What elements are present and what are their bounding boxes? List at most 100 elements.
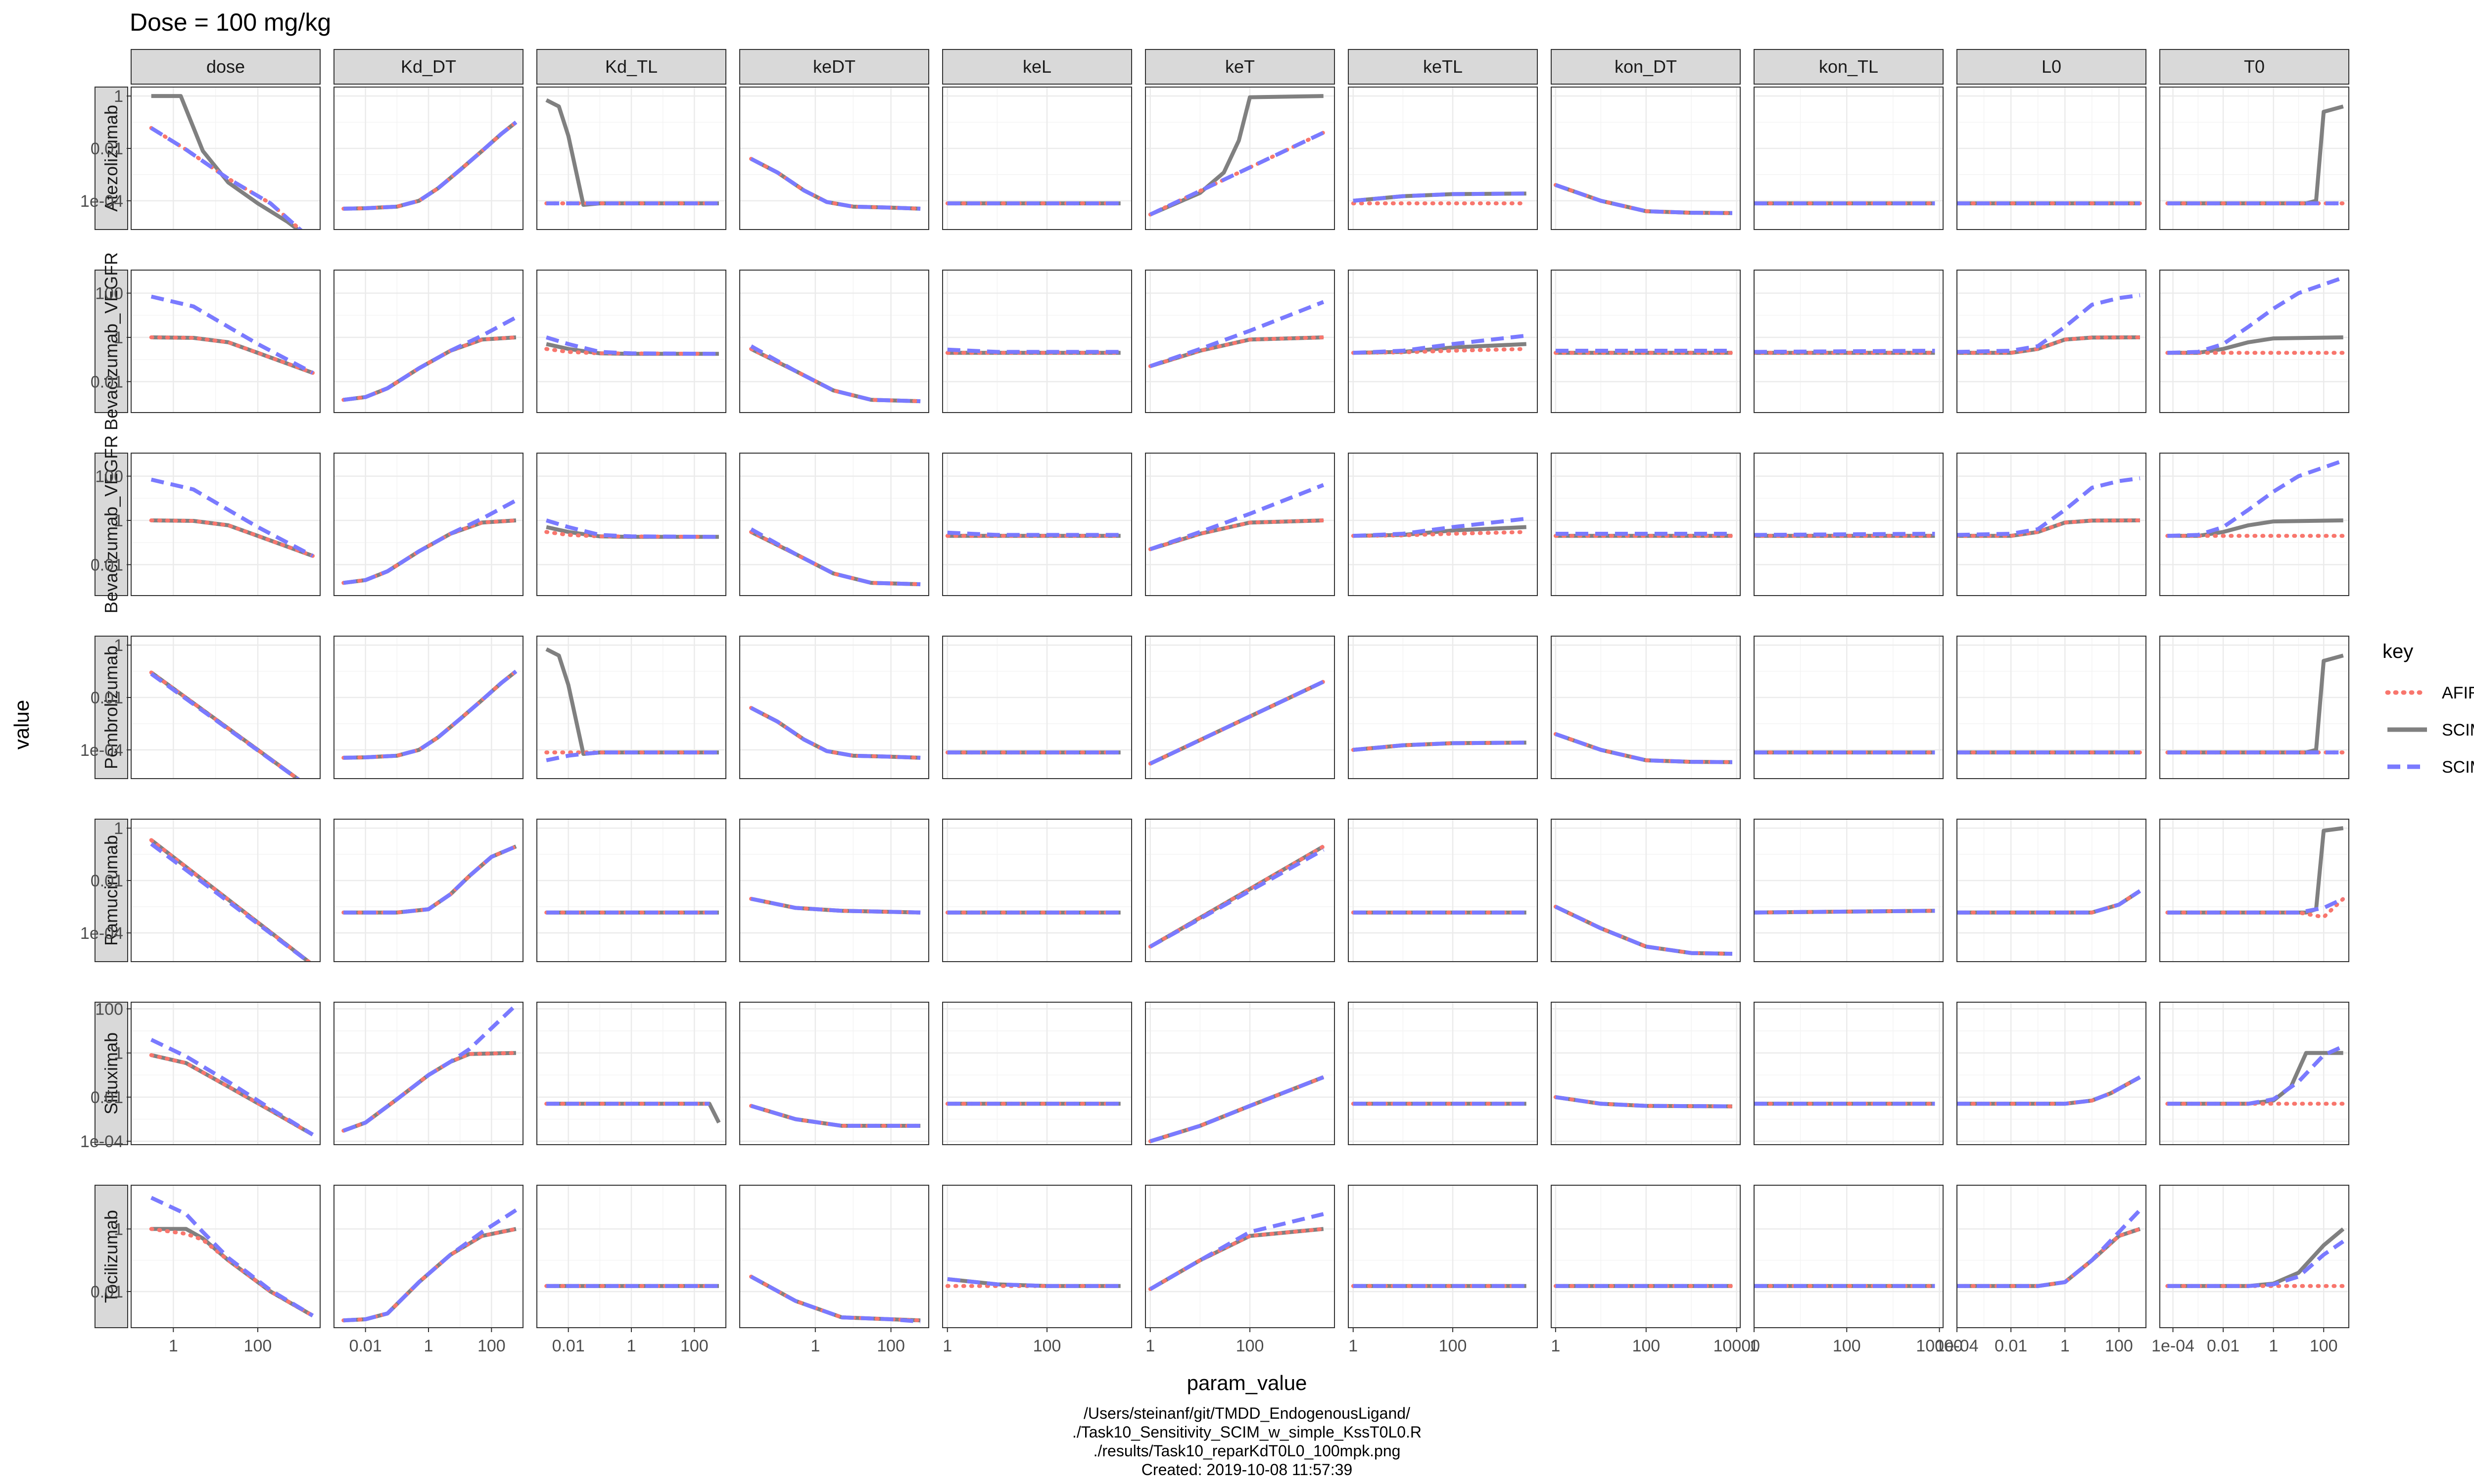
legend-item-scim-thy: SCIM_thy [2387,758,2474,777]
panel-lines [1754,532,1937,538]
facet-panel-ramucirumab-t0 [2159,819,2349,962]
y-tick-label: 0.01 [91,372,123,391]
series-line-scim-thy [1149,131,1325,217]
x-tick-label: 1 [169,1337,178,1355]
panel-lines [341,1208,518,1323]
series-line-scim-thy [2167,1240,2344,1288]
facet-panel-bevacizumab-vegfr-l0 [1956,453,2146,596]
series-line-scim-thy [343,844,517,915]
series-line-afir-thy [149,518,315,558]
panel-border [2159,87,2349,230]
panel-lines [149,294,315,375]
panel-background [1348,1185,1537,1328]
series-line-afir-thy [1553,905,1734,956]
panel-background [2160,1002,2349,1145]
panel-border [536,87,726,230]
panel-lines [1148,300,1326,369]
panel-border [333,453,523,596]
panel-border [536,453,726,596]
panel-border [131,819,321,962]
facet-panel-pembrolizumab-kel [942,636,1132,779]
panel-border [1956,270,2146,413]
facet-strip-label: keT [1225,56,1255,77]
panel-lines [1351,516,1528,538]
facet-panel-pembrolizumab-t0 [2159,636,2349,779]
y-tick-label: 1 [114,328,123,347]
facet-panel-ramucirumab-kedt [739,819,929,962]
series-line-scim-thy [1353,741,1526,752]
x-tick-label: 1 [1145,1337,1155,1355]
panel-border [1956,636,2146,779]
facet-panel-ramucirumab-l0 [1956,819,2146,962]
series-line-scim-thy [343,120,518,211]
facet-panel-siltuximab-dose [131,1002,321,1145]
legend-item-scim-sim: SCIM_sim [2387,721,2474,740]
panel-lines [341,499,518,585]
y-axis-title: value [10,700,33,749]
panel-border [1348,819,1538,962]
x-tick-label: 100 [1833,1337,1861,1355]
panel-lines [2165,104,2345,206]
facet-row-label: Atezolizumab [101,105,121,212]
facet-panel-bevacizumab-vegfr-kon-tl [1753,453,1944,596]
panel-background [1957,1002,2146,1145]
facet-panel-atezolizumab-kd-tl [536,87,726,230]
panel-lines [149,477,315,558]
panel-border [1145,87,1335,230]
series-line-scim-thy [2167,897,2344,915]
facet-panel-bevacizumab-vegfr-kd-dt [333,453,523,596]
legend: key AFIR_thy SCIM_sim SCIM_thy [2382,641,2474,777]
x-tick-label: 1 [1348,1337,1358,1355]
y-tick-label: 1e-04 [80,192,123,211]
panel-border [333,636,523,779]
panel-border [1754,270,1944,413]
facet-panel-ramucirumab-ket [1145,819,1335,962]
facet-strip-label: Kd_TL [605,56,658,77]
panel-border [739,1185,929,1328]
facet-panel-atezolizumab-kd-dt [333,87,523,230]
series-line-scim-thy [1555,732,1732,764]
panel-lines [749,897,923,915]
x-tick-label: 100 [877,1337,905,1355]
facet-row-strip [95,270,128,413]
facet-panel-bevacizumab-vegfr-kel [942,270,1132,413]
legend-item-afir-thy: AFIR_thy [2385,684,2474,702]
panel-lines [2165,276,2345,355]
facet-panel-tocilizumab-kel [942,1185,1132,1328]
panel-lines [1148,94,1326,217]
legend-label-scim-thy: SCIM_thy [2442,758,2474,777]
panel-border [1956,819,2146,962]
x-tick-label: 1 [424,1337,433,1355]
panel-background [1754,1002,1943,1145]
legend-label-scim-sim: SCIM_sim [2442,721,2474,740]
x-tick-label: 100 [1632,1337,1660,1355]
x-tick-label: 100 [244,1337,272,1355]
series-line-afir-thy [749,530,923,587]
y-tick-label: 0.01 [91,556,123,574]
facet-panel-atezolizumab-kel [942,87,1132,230]
facet-panel-bevacizumab-vegfr-dose [131,453,321,596]
facet-panel-pembrolizumab-l0 [1956,636,2146,779]
panel-background [1754,453,1943,596]
series-line-scim-thy [150,672,301,779]
facet-strip-kel [942,49,1132,85]
panel-border [1145,1002,1335,1145]
panel-lines [1148,483,1326,552]
series-line-scim-thy [150,477,314,558]
panel-background [740,636,929,779]
panel-border [1754,87,1944,230]
panel-background [1145,819,1334,962]
facet-panel-atezolizumab-t0 [2159,87,2349,230]
panel-lines [1148,844,1326,949]
panel-lines [1553,1095,1734,1109]
series-line-afir-thy [149,1053,315,1137]
panel-background [740,1002,929,1145]
caption-line-4: Created: 2019-10-08 11:57:39 [1142,1461,1352,1479]
facet-row-label: Siltuximab [101,1032,121,1114]
panel-border [1551,453,1741,596]
facet-panel-siltuximab-l0 [1956,1002,2146,1145]
panel-border [739,1002,929,1145]
x-tick-label: 0.01 [349,1337,382,1355]
chart-title: Dose = 100 mg/kg [130,8,331,36]
